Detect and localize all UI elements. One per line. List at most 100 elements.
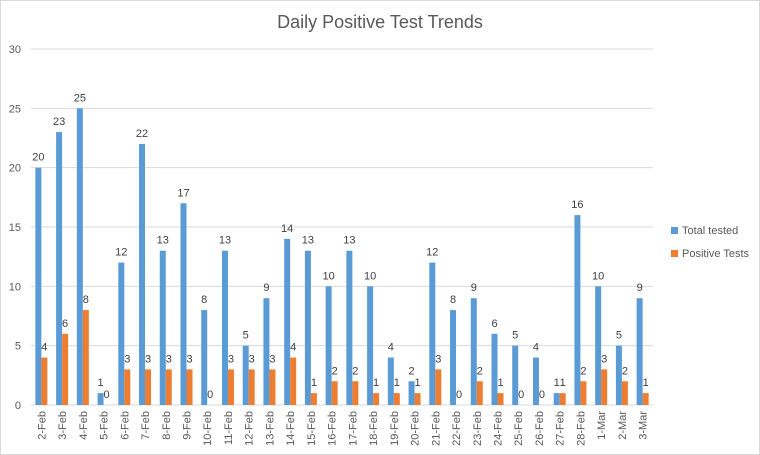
data-label-positive-tests: 0	[518, 389, 524, 401]
x-tick-label: 8-Feb	[161, 411, 173, 440]
data-label-positive-tests: 3	[228, 353, 234, 365]
data-label-positive-tests: 0	[104, 389, 110, 401]
data-label-total-tested: 9	[263, 282, 269, 294]
x-tick-label: 25-Feb	[513, 411, 525, 446]
data-label-positive-tests: 3	[435, 353, 441, 365]
y-tick-label: 0	[15, 400, 21, 412]
bar-positive-tests	[227, 369, 234, 405]
legend-swatch-total-tested	[671, 227, 678, 234]
x-tick-label: 9-Feb	[182, 411, 194, 440]
bar-positive-tests	[393, 393, 400, 405]
bar-total-tested	[304, 250, 311, 405]
data-label-positive-tests: 6	[62, 318, 68, 330]
bar-total-tested	[512, 345, 519, 405]
data-label-positive-tests: 1	[560, 377, 566, 389]
data-label-total-tested: 10	[592, 270, 604, 282]
data-label-total-tested: 20	[32, 152, 44, 164]
x-tick-label: 15-Feb	[306, 411, 318, 446]
data-label-positive-tests: 2	[580, 365, 586, 377]
bar-positive-tests	[82, 310, 89, 405]
data-label-total-tested: 17	[177, 187, 189, 199]
data-label-total-tested: 23	[53, 116, 65, 128]
data-label-positive-tests: 2	[622, 365, 628, 377]
data-label-positive-tests: 2	[352, 365, 358, 377]
data-label-total-tested: 13	[157, 235, 169, 247]
data-label-total-tested: 8	[450, 294, 456, 306]
bar-positive-tests	[642, 393, 649, 405]
bar-total-tested	[35, 167, 42, 405]
data-label-positive-tests: 3	[249, 353, 255, 365]
bar-positive-tests	[186, 369, 193, 405]
data-label-positive-tests: 3	[166, 353, 172, 365]
bar-total-tested	[325, 286, 332, 405]
data-label-total-tested: 6	[491, 318, 497, 330]
bar-total-tested	[429, 262, 436, 405]
data-label-positive-tests: 4	[41, 342, 47, 354]
data-labels: 2042362581012322313317380133539314413110…	[32, 92, 648, 401]
data-label-total-tested: 25	[74, 92, 86, 104]
legend: Total tested Positive Tests	[671, 225, 750, 260]
data-label-positive-tests: 3	[186, 353, 192, 365]
bar-total-tested	[615, 345, 622, 405]
x-tick-label: 6-Feb	[119, 411, 131, 440]
gridlines	[31, 48, 653, 406]
bar-positive-tests	[269, 369, 276, 405]
y-tick-label: 15	[9, 222, 21, 234]
bar-positive-tests	[352, 381, 359, 405]
bar-total-tested	[201, 310, 208, 405]
x-tick-label: 3-Mar	[638, 411, 650, 440]
bar-total-tested	[118, 262, 125, 405]
y-tick-label: 30	[9, 44, 21, 56]
bar-total-tested	[284, 238, 291, 405]
data-label-total-tested: 5	[616, 330, 622, 342]
bar-total-tested	[574, 215, 581, 405]
x-tick-label: 3-Feb	[57, 411, 69, 440]
bar-total-tested	[387, 357, 394, 405]
x-tick-label: 19-Feb	[389, 411, 401, 446]
y-tick-label: 25	[9, 103, 21, 115]
bar-total-tested	[470, 298, 477, 405]
x-tick-label: 1-Mar	[596, 411, 608, 440]
legend-label-total-tested: Total tested	[682, 225, 738, 237]
x-tick-label: 2-Mar	[617, 411, 629, 440]
bar-total-tested	[180, 203, 187, 405]
data-label-total-tested: 12	[115, 247, 127, 259]
bar-positive-tests	[373, 393, 380, 405]
data-label-positive-tests: 2	[332, 365, 338, 377]
x-tick-label: 2-Feb	[36, 411, 48, 440]
data-label-total-tested: 9	[637, 282, 643, 294]
x-tick-label: 18-Feb	[368, 411, 380, 446]
bar-positive-tests	[248, 369, 255, 405]
bar-positive-tests	[145, 369, 152, 405]
bar-positive-tests	[124, 369, 131, 405]
bar-positive-tests	[476, 381, 483, 405]
x-tick-label: 21-Feb	[430, 411, 442, 446]
bar-total-tested	[139, 143, 146, 405]
bar-positive-tests	[62, 333, 69, 405]
x-axis-ticks: 2-Feb 3-Feb 4-Feb 5-Feb 6-Feb 7-Feb 8-Feb 9-Feb…	[36, 411, 649, 446]
data-label-positive-tests: 1	[643, 377, 649, 389]
data-label-positive-tests: 1	[497, 377, 503, 389]
data-label-total-tested: 1	[554, 377, 560, 389]
data-label-positive-tests: 3	[145, 353, 151, 365]
x-tick-label: 12-Feb	[244, 411, 256, 446]
data-label-total-tested: 13	[343, 235, 355, 247]
bar-positive-tests	[580, 381, 587, 405]
data-label-total-tested: 2	[409, 365, 415, 377]
bar-total-tested	[221, 250, 228, 405]
x-tick-label: 20-Feb	[410, 411, 422, 446]
legend-label-positive-tests: Positive Tests	[682, 248, 750, 260]
x-tick-label: 24-Feb	[493, 411, 505, 446]
x-tick-label: 23-Feb	[472, 411, 484, 446]
data-label-positive-tests: 0	[456, 389, 462, 401]
data-label-total-tested: 13	[219, 235, 231, 247]
bar-total-tested	[56, 132, 63, 406]
x-tick-label: 5-Feb	[99, 411, 111, 440]
x-tick-label: 17-Feb	[347, 411, 359, 446]
y-tick-label: 10	[9, 281, 21, 293]
bar-total-tested	[367, 286, 374, 405]
data-label-total-tested: 9	[471, 282, 477, 294]
data-label-positive-tests: 4	[290, 342, 296, 354]
data-label-total-tested: 5	[512, 330, 518, 342]
